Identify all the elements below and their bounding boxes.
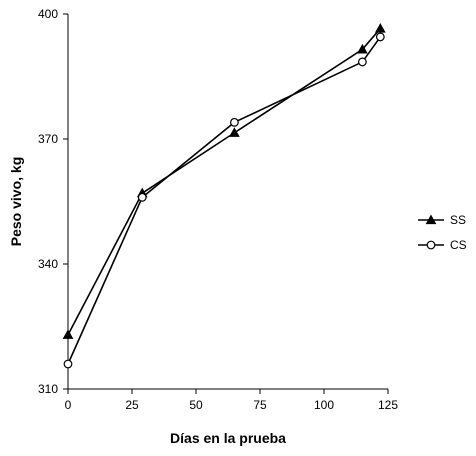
series-layer [62,23,386,369]
x-tick-label: 125 [378,398,398,412]
y-tick-label: 370 [38,132,58,146]
data-point-cs [358,57,367,67]
data-point-ss [374,23,386,33]
legend-label: CS [450,238,467,252]
legend-marker [426,240,436,250]
data-point-ss [357,43,368,54]
x-tick-label: 100 [314,398,334,412]
x-axis-ticks: 0 25 50 75 100 125 [65,389,398,412]
y-tick-label: 400 [38,7,58,21]
legend-item-cs: CS [418,238,467,252]
series-cs [63,32,385,369]
legend: SS CS [418,213,467,252]
series-ss [62,23,386,339]
y-tick-label: 310 [38,382,58,396]
data-point-cs [375,32,385,42]
y-axis-ticks: 310 340 370 400 [38,7,68,396]
data-point-ss [62,329,74,339]
data-point-ss [229,127,240,137]
x-axis-title: Días en la prueba [170,430,286,446]
x-tick-label: 0 [65,398,72,412]
y-axis-title: Peso vivo, kg [8,157,24,246]
y-tick-label: 340 [38,257,58,271]
x-tick-label: 75 [253,398,267,412]
legend-label: SS [450,213,466,227]
axes [67,14,388,390]
x-tick-label: 50 [189,398,203,412]
x-tick-label: 25 [125,398,139,412]
series-line-ss [67,28,381,336]
data-point-cs [137,192,147,202]
legend-marker [425,214,437,225]
data-point-cs [63,359,73,369]
data-point-cs [229,117,239,127]
series-line-cs [67,36,381,365]
legend-item-ss: SS [418,213,466,227]
